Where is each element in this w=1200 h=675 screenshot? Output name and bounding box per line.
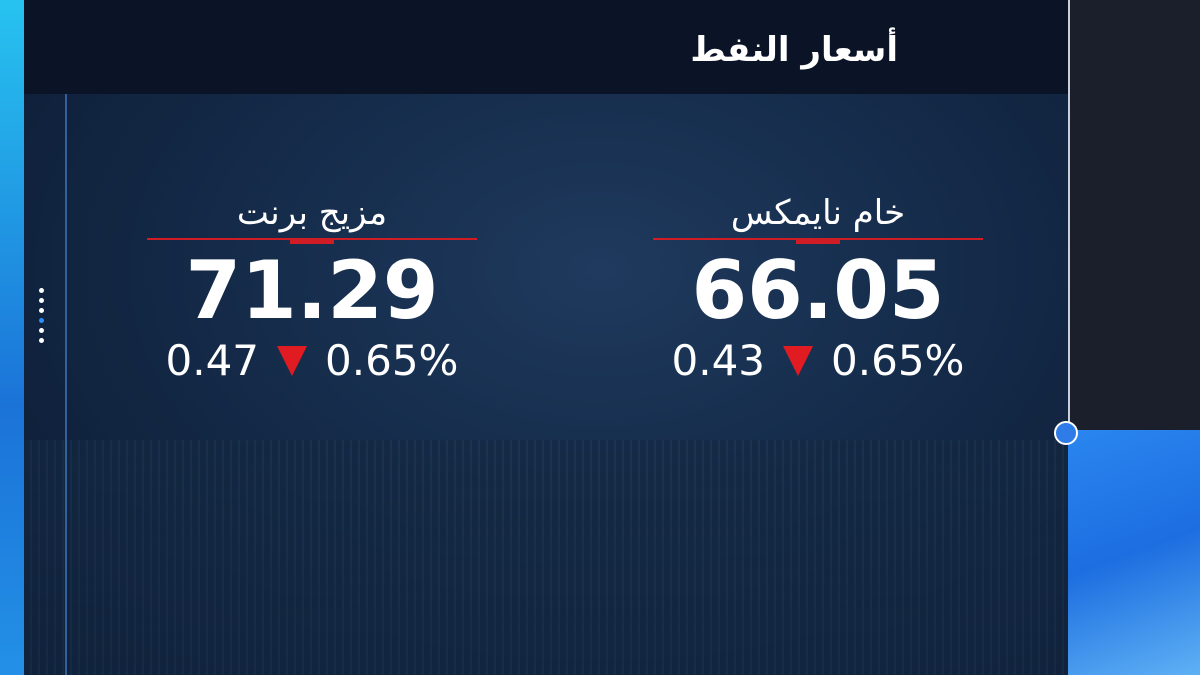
percent: 0.65% [831, 336, 965, 385]
divider [65, 0, 67, 675]
change: 0.47 [165, 336, 260, 385]
dot [39, 328, 44, 333]
change-row: 0.47 0.65% [147, 336, 477, 386]
background-floor [24, 440, 1068, 675]
rule [147, 238, 477, 244]
chart-icon[interactable] [1054, 421, 1078, 445]
card-name: مزيج برنت [236, 193, 388, 233]
price-card: خام نايمكس 66.05 0.43 0.65% [653, 190, 983, 386]
header: أسعار النفط [24, 0, 1068, 94]
down-arrow [277, 346, 308, 376]
price: 71.29 [185, 244, 439, 337]
card-name: خام نايمكس [730, 193, 906, 233]
rule [653, 238, 983, 244]
title: أسعار النفط [690, 30, 898, 70]
side-panel-promo [1068, 430, 1200, 675]
edge-strip [0, 0, 24, 675]
change: 0.43 [671, 336, 766, 385]
dot [39, 338, 44, 343]
dot [39, 298, 44, 303]
change-row: 0.43 0.65% [653, 336, 983, 386]
price-card: مزيج برنت 71.29 0.47 0.65% [147, 190, 477, 386]
percent: 0.65% [325, 336, 459, 385]
price: 66.05 [691, 244, 945, 337]
dot [39, 288, 44, 293]
dot [39, 308, 44, 313]
side-panel [1068, 0, 1200, 430]
down-arrow [783, 346, 814, 376]
page-dots [39, 288, 44, 348]
dot [39, 318, 44, 323]
